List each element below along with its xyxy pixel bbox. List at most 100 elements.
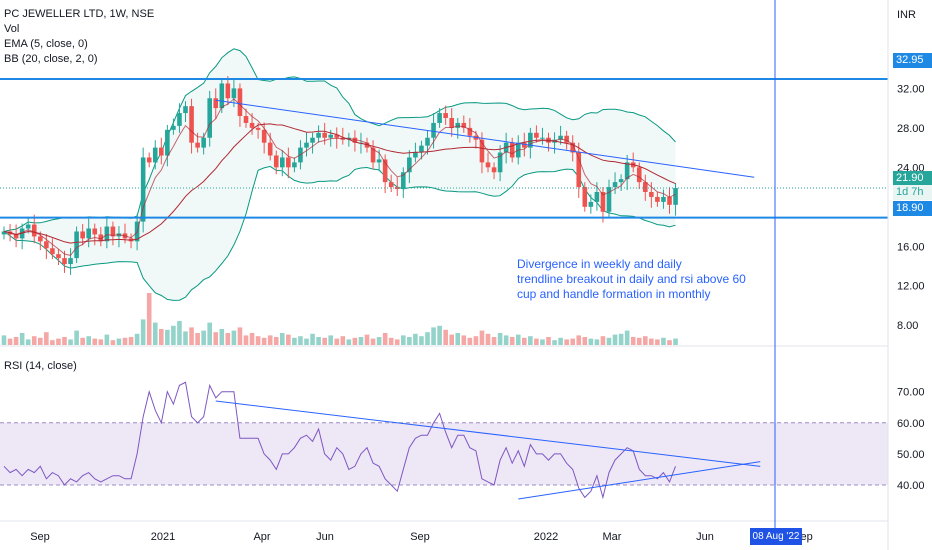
candle-body	[624, 162, 630, 180]
candle-body	[413, 152, 418, 158]
candle-body	[376, 159, 382, 163]
time-tick-label: Mar	[603, 531, 622, 543]
candle-body	[98, 234, 104, 242]
volume-bar	[231, 330, 237, 345]
rsi-tick-label: 60.00	[897, 418, 925, 430]
candle-body	[431, 122, 436, 138]
candle-body	[673, 188, 678, 205]
rsi-band	[0, 422, 888, 485]
candle-body	[207, 98, 212, 138]
volume-bar	[600, 336, 606, 345]
volume-bar	[334, 338, 340, 345]
candle-body	[655, 196, 660, 202]
time-tick-label: 2022	[534, 531, 558, 543]
candle-body	[104, 226, 110, 242]
time-tick-label: Jun	[696, 531, 714, 543]
candle-body	[618, 179, 624, 183]
candle-body	[110, 226, 116, 237]
ema-line	[3, 98, 676, 256]
volume-bar	[455, 333, 461, 345]
candle-body	[183, 106, 188, 114]
candle-body	[267, 142, 273, 156]
volume-bar	[98, 339, 104, 345]
candle-body	[25, 224, 31, 229]
volume-bar	[655, 339, 660, 345]
volume-bar	[134, 333, 140, 345]
ema-legend[interactable]: EMA (5, close, 0)	[4, 38, 88, 50]
volume-bar	[328, 335, 333, 345]
bb-fill	[4, 48, 676, 301]
volume-bar	[195, 333, 200, 345]
candle-body	[292, 162, 297, 168]
rsi-legend: RSI (14, close)	[4, 359, 77, 374]
volume-bar	[38, 337, 43, 345]
candle-body	[231, 88, 237, 99]
time-axis-labels: Sep 2021 Apr Jun Sep 2022 Mar Jun Sep	[30, 531, 813, 543]
price-tick-label: 16.00	[897, 241, 925, 253]
candle-body	[606, 187, 612, 212]
volume-bar	[7, 338, 13, 345]
candle-body	[249, 122, 255, 128]
rsi-legend-label[interactable]: RSI (14, close)	[4, 360, 77, 372]
bb-legend[interactable]: BB (20, close, 2, 0)	[4, 53, 98, 65]
volume-bar	[340, 336, 346, 345]
candle-body	[370, 147, 376, 163]
volume-bar	[667, 340, 672, 345]
candle-body	[419, 145, 424, 153]
volume-bar	[431, 327, 436, 345]
volume-bar	[407, 337, 412, 345]
volume-bar	[243, 335, 249, 345]
price-legend: PC JEWELLER LTD, 1W, NSE Vol EMA (5, clo…	[4, 7, 154, 67]
symbol-title[interactable]: PC JEWELLER LTD, 1W, NSE	[4, 8, 155, 20]
candle-body	[564, 135, 569, 143]
candle-body	[213, 98, 219, 109]
vol-legend[interactable]: Vol	[4, 23, 20, 35]
candle-body	[322, 132, 327, 138]
bb-lower-band	[3, 165, 676, 301]
annotation-text[interactable]: Divergence in weekly and daily trendline…	[517, 257, 746, 302]
volume-bar	[165, 329, 170, 345]
candle-body	[31, 224, 37, 237]
bb-basis-line	[3, 123, 676, 244]
candle-body	[243, 116, 249, 123]
volume-bar	[68, 339, 73, 345]
volume-bar	[661, 337, 666, 345]
candle-body	[643, 182, 648, 192]
volume-bar	[388, 337, 394, 345]
candle-body	[56, 254, 61, 259]
volume-bar	[491, 337, 497, 345]
volume-bar	[624, 330, 630, 345]
volume-bar	[437, 325, 442, 345]
last-price-tag: 21.90	[893, 171, 932, 186]
volume-bar	[159, 329, 164, 345]
candle-body	[273, 155, 279, 168]
volume-bar	[219, 329, 225, 345]
candle-body	[286, 157, 291, 168]
volume-bar	[74, 330, 79, 345]
resistance-price-tag: 32.95	[893, 53, 932, 68]
candle-body	[594, 192, 600, 202]
candle-body	[159, 147, 164, 156]
candle-body	[74, 231, 79, 259]
candle-body	[443, 113, 448, 118]
volume-bar	[546, 337, 551, 345]
candle-body	[50, 248, 55, 255]
candle-body	[44, 241, 49, 249]
volume-bar	[612, 334, 618, 345]
volume-bar	[606, 337, 612, 345]
candle-body	[388, 182, 394, 188]
candle-body	[304, 142, 309, 148]
volume-bar	[298, 336, 303, 345]
volume-bar	[630, 337, 636, 345]
candle-body	[479, 139, 485, 163]
volume-bar	[316, 337, 321, 345]
volume-bar	[267, 335, 273, 345]
candle-body	[310, 137, 315, 143]
candle-body	[407, 157, 412, 173]
volume-bar	[249, 333, 255, 345]
candle-body	[38, 236, 43, 242]
candle-body	[80, 231, 85, 239]
volume-bar	[19, 333, 25, 345]
candle-body	[261, 129, 267, 143]
price-tick-label: 12.00	[897, 281, 925, 293]
